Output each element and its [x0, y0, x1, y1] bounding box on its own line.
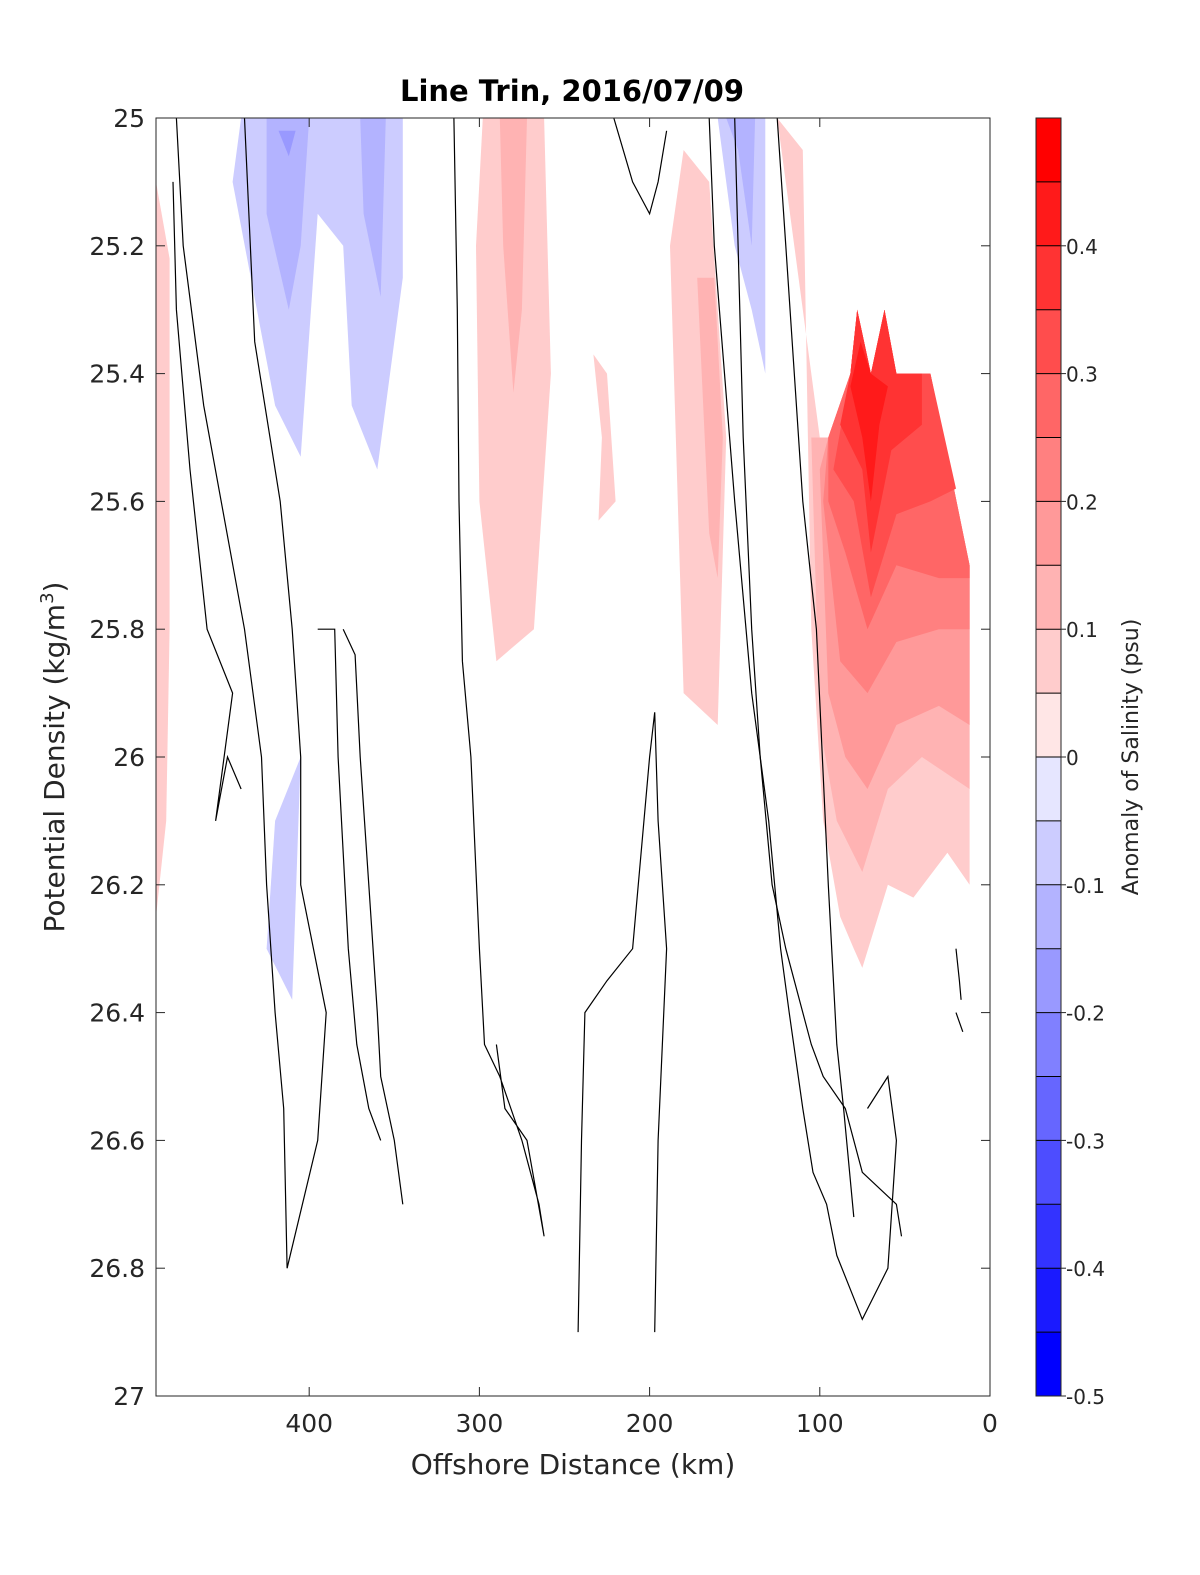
- x-tick-label: 200: [626, 1409, 674, 1438]
- colorbar-tick-label: -0.3: [1066, 1129, 1105, 1153]
- zero-contour-line-10: [776, 117, 855, 1218]
- zero-contour-line-0: [175, 117, 288, 1269]
- x-tick-label: 300: [456, 1409, 504, 1438]
- y-axis-title-main: Potential Density (kg/m: [38, 604, 71, 933]
- y-tick-label: 25.6: [89, 487, 145, 516]
- colorbar-band: [1036, 118, 1061, 183]
- colorbar-band: [1036, 948, 1061, 1014]
- y-tick-label: 26.4: [89, 999, 145, 1028]
- colorbar-band: [1036, 245, 1061, 311]
- colorbar: -0.5 -0.4 -0.3 -0.2 -0.1 0 0.1 0.2 0.3 0.4: [1035, 117, 1105, 1409]
- y-tick-label: 25.2: [89, 232, 145, 261]
- y-axis-title-superscript: 3: [37, 592, 58, 603]
- colorbar-band: [1036, 309, 1061, 375]
- colorbar-band: [1036, 181, 1061, 247]
- zero-contour-line-7: [613, 117, 668, 216]
- colorbar-band: [1036, 565, 1061, 630]
- anomaly-region-5: [266, 757, 301, 1000]
- zero-contour-line-1: [243, 117, 327, 1269]
- x-tick-label: 400: [285, 1409, 333, 1438]
- colorbar-tick-label: 0.1: [1066, 618, 1098, 642]
- anomaly-region-0: [156, 181, 170, 917]
- anomaly-region-11: [717, 118, 766, 374]
- y-tick-label: 26.6: [89, 1126, 145, 1155]
- y-tick-label: 26.8: [89, 1254, 145, 1283]
- y-tick-label: 26.2: [89, 871, 145, 900]
- y-tick-label: 25: [113, 104, 145, 133]
- colorbar-tick-label: -0.5: [1066, 1385, 1105, 1409]
- chart-title: Line Trin, 2016/07/09: [400, 74, 744, 108]
- zero-contour-line-5: [317, 628, 382, 1141]
- colorbar-tick-label: -0.2: [1066, 1002, 1105, 1026]
- colorbar-band: [1036, 1332, 1061, 1397]
- y-axis: 25 25.2 25.4 25.6 25.8 26 26.2 26.4 26.6 26.8 27: [89, 104, 990, 1411]
- colorbar-band: [1036, 373, 1061, 438]
- anomaly-region-20: [850, 341, 888, 502]
- x-tick-label: 100: [796, 1409, 844, 1438]
- y-tick-label: 27: [113, 1382, 145, 1411]
- colorbar-band: [1036, 1012, 1061, 1077]
- x-tick-label: 0: [982, 1409, 998, 1438]
- y-tick-label: 25.8: [89, 615, 145, 644]
- colorbar-band: [1036, 820, 1061, 886]
- colorbar-tick-label: 0: [1066, 746, 1079, 770]
- colorbar-band: [1036, 1076, 1061, 1141]
- zero-contour-line-8: [708, 117, 898, 1321]
- zero-contour-line-3: [453, 117, 545, 1237]
- x-axis: 400 300 200 100 0: [285, 118, 998, 1438]
- filled-contour-layer: [156, 118, 970, 1000]
- colorbar-band: [1036, 757, 1061, 822]
- anomaly-region-4: [278, 130, 296, 157]
- anomaly-region-3: [360, 118, 386, 297]
- anomaly-region-2: [266, 118, 310, 310]
- colorbar-tick-label: -0.4: [1066, 1257, 1105, 1281]
- colorbar-title: Anomaly of Salinity (psu): [1119, 619, 1144, 896]
- y-tick-label: 25.4: [89, 360, 145, 389]
- colorbar-band: [1036, 1268, 1061, 1333]
- anomaly-region-12: [726, 118, 756, 246]
- colorbar-band: [1036, 629, 1061, 694]
- colorbar-band: [1036, 884, 1061, 950]
- colorbar-band: [1036, 501, 1061, 566]
- zero-contour-line-4: [342, 628, 404, 1205]
- colorbar-tick-label: 0.4: [1066, 235, 1098, 259]
- zero-contour-layer: [172, 117, 964, 1333]
- anomaly-region-7: [499, 118, 527, 393]
- zero-contour-line-2: [172, 181, 242, 822]
- zero-contour-line-9: [734, 117, 903, 1237]
- colorbar-tick-label: 0.2: [1066, 490, 1098, 514]
- colorbar-band: [1036, 437, 1061, 502]
- zero-contour-line-6: [577, 712, 668, 1333]
- y-axis-title-end: ): [38, 582, 71, 593]
- colorbar-tick-label: -0.1: [1066, 874, 1105, 898]
- colorbar-band: [1036, 1204, 1061, 1269]
- colorbar-tick-label: 0.3: [1066, 363, 1098, 387]
- x-axis-title: Offshore Distance (km): [411, 1448, 736, 1481]
- y-axis-title: Potential Density (kg/m3): [37, 582, 71, 933]
- zero-contour-line-12: [955, 1012, 964, 1033]
- zero-contour-line-11: [955, 948, 962, 1000]
- colorbar-band: [1036, 1140, 1061, 1205]
- y-tick-label: 26: [113, 743, 145, 772]
- anomaly-region-10: [697, 277, 723, 579]
- anomaly-region-8: [593, 354, 616, 521]
- colorbar-band: [1036, 693, 1061, 758]
